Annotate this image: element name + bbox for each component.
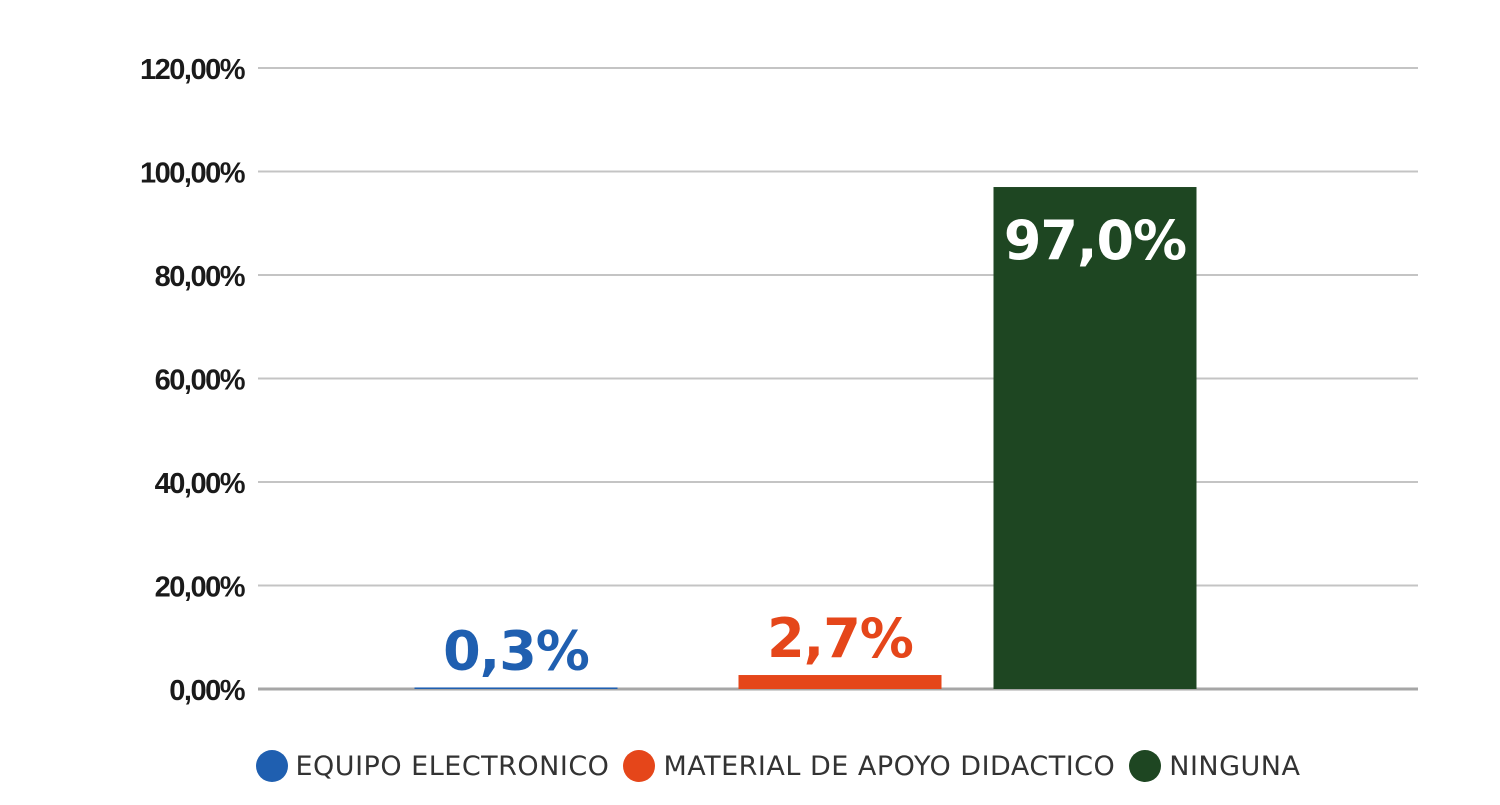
- bars: [414, 187, 1197, 689]
- legend-item-material-de-apoyo-didactico: MATERIAL DE APOYO DIDACTICO: [623, 750, 1115, 782]
- legend: EQUIPO ELECTRONICO MATERIAL DE APOYO DID…: [0, 744, 1500, 788]
- legend-swatch-material-de-apoyo-didactico: [623, 750, 656, 782]
- y-tick-label: 80,00%: [155, 261, 246, 293]
- data-label: 2,7%: [767, 607, 913, 670]
- legend-label-ninguna: NINGUNA: [1169, 750, 1301, 782]
- legend-swatch-ninguna: [1129, 750, 1162, 782]
- data-label: 0,3%: [443, 619, 589, 682]
- gridlines: [258, 67, 1418, 691]
- y-tick-label: 40,00%: [155, 468, 246, 500]
- bar: [993, 187, 1197, 689]
- data-label: 97,0%: [1004, 209, 1186, 272]
- y-tick-label: 60,00%: [155, 365, 246, 397]
- legend-label-equipo-electronico: EQUIPO ELECTRONICO: [295, 750, 610, 782]
- legend-item-equipo-electronico: EQUIPO ELECTRONICO: [255, 750, 610, 782]
- data-labels: 0,3% 2,7% 97,0%: [443, 209, 1187, 682]
- bar: [738, 675, 942, 689]
- y-tick-label: 20,00%: [155, 572, 246, 604]
- y-axis-tick-labels: 0,00% 20,00% 40,00% 60,00% 80,00% 100,00% 120,…: [140, 54, 247, 707]
- legend-label-material-de-apoyo-didactico: MATERIAL DE APOYO DIDACTICO: [663, 750, 1116, 782]
- bar: [414, 687, 618, 689]
- y-tick-label: 120,00%: [140, 54, 246, 86]
- legend-swatch-equipo-electronico: [255, 750, 288, 782]
- y-tick-label: 100,00%: [140, 158, 246, 190]
- y-tick-label: 0,00%: [169, 675, 245, 707]
- legend-item-ninguna: NINGUNA: [1129, 750, 1300, 782]
